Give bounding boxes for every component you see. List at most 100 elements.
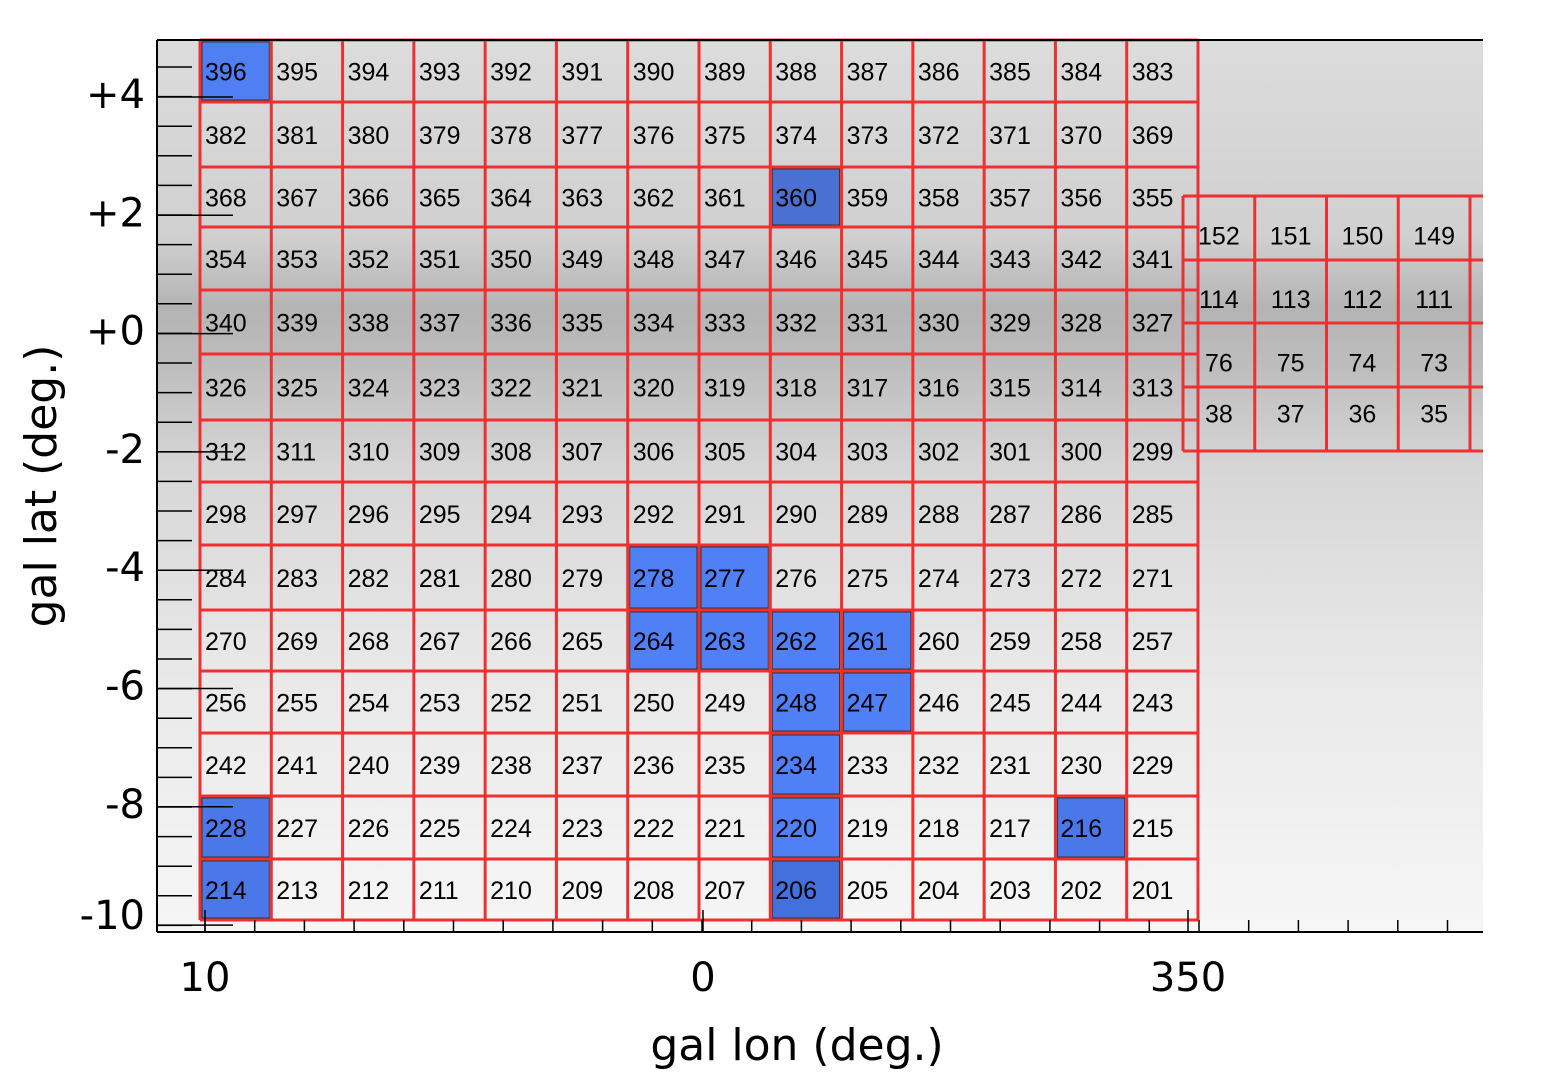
field-label: 379 [419, 122, 461, 150]
field-label: 314 [1060, 375, 1102, 403]
field-label: 221 [704, 815, 746, 843]
field-label: 151 [1270, 223, 1312, 251]
field-label: 334 [633, 310, 675, 338]
field-label: 352 [348, 246, 390, 274]
field-label: 271 [1132, 565, 1174, 593]
y-tick-label: -4 [105, 545, 145, 591]
field-label: 300 [1060, 439, 1102, 467]
y-tick-label: -10 [80, 893, 145, 939]
field-label: 328 [1060, 310, 1102, 338]
field-label: 364 [490, 185, 532, 213]
field-label: 210 [490, 877, 532, 905]
field-label: 244 [1060, 690, 1102, 718]
field-label: 253 [419, 690, 461, 718]
field-label: 225 [419, 815, 461, 843]
field-label: 309 [419, 439, 461, 467]
field-label: 288 [918, 501, 960, 529]
field-label: 237 [561, 752, 603, 780]
highlighted-field [201, 797, 270, 858]
field-label: 381 [276, 122, 318, 150]
field-label: 353 [276, 246, 318, 274]
field-label: 305 [704, 439, 746, 467]
field-label: 317 [847, 375, 889, 403]
field-label: 268 [348, 628, 390, 656]
highlighted-field [843, 672, 912, 732]
field-label: 149 [1413, 223, 1455, 251]
field-label: 247 [847, 690, 889, 718]
field-label: 284 [205, 565, 247, 593]
field-label: 377 [561, 122, 603, 150]
y-tick-label: +2 [86, 190, 145, 236]
field-label: 318 [775, 375, 817, 403]
field-label: 264 [633, 628, 675, 656]
field-label: 276 [775, 565, 817, 593]
field-label: 310 [348, 439, 390, 467]
field-label: 298 [205, 501, 247, 529]
field-label: 279 [561, 565, 603, 593]
y-tick-label: +4 [86, 72, 145, 118]
field-label: 35 [1420, 401, 1448, 429]
field-label: 216 [1060, 815, 1102, 843]
field-label: 394 [348, 59, 390, 87]
field-label: 214 [205, 877, 247, 905]
y-tick-label: -8 [105, 782, 145, 828]
field-label: 293 [561, 501, 603, 529]
x-tick-label: 10 [180, 955, 231, 1001]
field-label: 302 [918, 439, 960, 467]
field-label: 387 [847, 59, 889, 87]
field-label: 299 [1132, 439, 1174, 467]
field-label: 290 [775, 501, 817, 529]
field-label: 331 [847, 310, 889, 338]
field-label: 291 [704, 501, 746, 529]
field-label: 224 [490, 815, 532, 843]
highlighted-field [700, 546, 769, 609]
field-label: 297 [276, 501, 318, 529]
highlighted-field [771, 860, 841, 919]
field-label: 220 [775, 815, 817, 843]
field-label: 259 [989, 628, 1031, 656]
field-label: 357 [989, 185, 1031, 213]
field-label: 211 [419, 877, 459, 905]
field-label: 323 [419, 375, 461, 403]
field-label: 390 [633, 59, 675, 87]
field-label: 350 [490, 246, 532, 274]
field-label: 395 [276, 59, 318, 87]
field-label: 226 [348, 815, 390, 843]
field-label: 393 [419, 59, 461, 87]
field-label: 152 [1198, 223, 1240, 251]
field-label: 38 [1205, 401, 1233, 429]
field-label: 368 [205, 185, 247, 213]
field-label: 303 [847, 439, 889, 467]
field-label: 266 [490, 628, 532, 656]
field-label: 292 [633, 501, 675, 529]
field-label: 236 [633, 752, 675, 780]
field-label: 219 [847, 815, 889, 843]
highlighted-field [771, 672, 841, 732]
field-label: 320 [633, 375, 675, 403]
field-label: 239 [419, 752, 461, 780]
field-label: 372 [918, 122, 960, 150]
field-label: 347 [704, 246, 746, 274]
field-label: 322 [490, 375, 532, 403]
field-label: 311 [276, 439, 316, 467]
field-label: 275 [847, 565, 889, 593]
field-label: 296 [348, 501, 390, 529]
highlighted-field [843, 611, 912, 670]
field-label: 113 [1271, 286, 1311, 314]
field-label: 360 [775, 185, 817, 213]
field-label: 112 [1342, 286, 1382, 314]
field-label: 287 [989, 501, 1031, 529]
highlighted-field [1056, 797, 1126, 858]
field-label: 385 [989, 59, 1031, 87]
field-label: 358 [918, 185, 960, 213]
field-label: 366 [348, 185, 390, 213]
field-label: 326 [205, 375, 247, 403]
field-label: 359 [847, 185, 889, 213]
field-label: 234 [775, 752, 817, 780]
field-label: 232 [918, 752, 960, 780]
field-label: 306 [633, 439, 675, 467]
field-label: 351 [419, 246, 461, 274]
field-label: 73 [1420, 350, 1448, 378]
field-label: 206 [775, 877, 817, 905]
